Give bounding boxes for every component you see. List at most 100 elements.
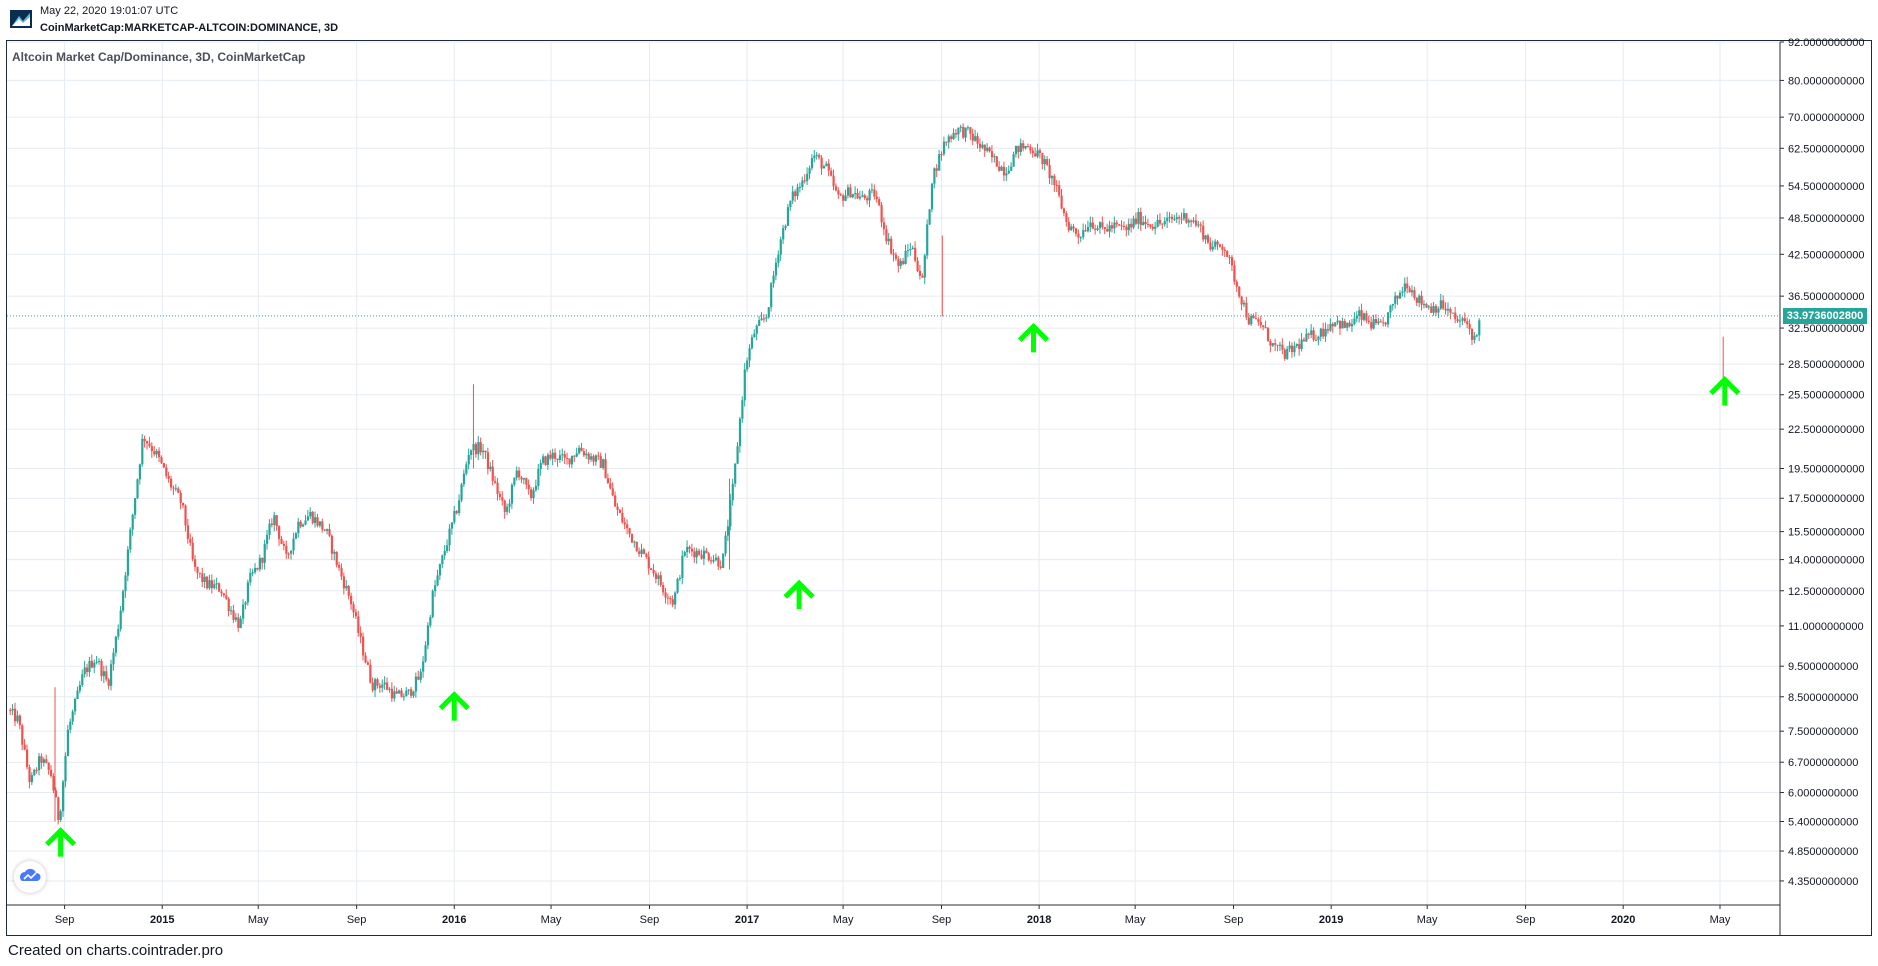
candle-body [220, 591, 223, 594]
candle-down [1060, 189, 1063, 210]
candle-body [1206, 235, 1210, 243]
candle-up [326, 528, 329, 535]
candle-body [669, 597, 672, 600]
candle-up [734, 463, 737, 488]
candle-up [258, 554, 262, 572]
candle-body [710, 560, 713, 562]
candle-body [1274, 343, 1277, 345]
candle-body [1074, 228, 1078, 234]
y-tick-label: 8.5000000000 [1788, 692, 1858, 704]
candle-down [1058, 180, 1061, 198]
candle-body [693, 551, 696, 558]
candle-down [1233, 260, 1236, 285]
candle-body [650, 568, 653, 570]
candle-body [1286, 348, 1289, 359]
candle-up [858, 190, 862, 201]
candle-up [1324, 322, 1327, 342]
candle-body [724, 535, 727, 554]
candle-body [1353, 318, 1356, 324]
candle-body [1367, 320, 1370, 323]
candle-up [273, 511, 276, 532]
candle-body [1120, 225, 1123, 227]
candle-up [774, 257, 778, 281]
candle-down [1115, 220, 1118, 228]
candle-body [981, 144, 984, 148]
candle-body [515, 470, 518, 478]
candle-body [210, 580, 214, 589]
candle-up [302, 523, 305, 528]
candle-body [318, 521, 322, 526]
candle-body [342, 576, 346, 589]
time-axis[interactable]: Sep 2015 May Sep 2016 May Sep 2017 May Sep 2018 May… [55, 905, 1731, 926]
candle-down [1370, 316, 1373, 331]
candle-up [66, 725, 70, 757]
candle-body [568, 458, 571, 465]
tradingview-cloud-icon[interactable] [14, 861, 46, 893]
candle-body [880, 205, 883, 223]
candle-up [1132, 215, 1135, 230]
candle-down [182, 502, 185, 509]
candle-body [410, 689, 413, 696]
candle-body [297, 521, 300, 534]
candle-down [1470, 328, 1474, 346]
candle-body [1343, 321, 1346, 328]
candle-down [52, 773, 55, 794]
candle-body [969, 127, 972, 134]
candle-body [1437, 308, 1440, 313]
candle-down [1408, 285, 1411, 293]
candle-down [1084, 224, 1087, 232]
candle-body [398, 690, 401, 694]
candle-up [405, 686, 408, 697]
candle-body [522, 478, 526, 480]
y-tick-label: 80.0000000000 [1788, 75, 1864, 87]
x-tick-label: 2017 [735, 914, 759, 926]
candle-body [287, 553, 290, 555]
candle-body [1223, 249, 1226, 251]
candle-body [794, 191, 797, 197]
candle-body [844, 195, 847, 201]
candle-up [758, 315, 761, 327]
candle-down [1343, 318, 1346, 329]
candle-up [767, 306, 770, 319]
candle-down [611, 482, 614, 497]
candle-up [981, 141, 984, 150]
candle-down [35, 767, 38, 774]
x-tick-label: 2018 [1027, 914, 1051, 926]
candle-body [758, 320, 761, 326]
candle-body [1389, 305, 1392, 313]
candle-body [424, 645, 427, 662]
candle-up [904, 244, 907, 265]
candle-body [1478, 320, 1481, 336]
y-tick-label: 54.5000000000 [1788, 181, 1864, 193]
candle-body [335, 551, 338, 565]
candle-body [1384, 322, 1387, 325]
candle-body [1410, 290, 1414, 293]
candle-down [218, 582, 221, 593]
candle-body [208, 580, 211, 589]
candle-body [1322, 328, 1325, 337]
candle-up [460, 482, 463, 503]
price-chart[interactable]: 92.0000000000 80.0000000000 70.0000000000 6… [0, 0, 1878, 940]
chart-frame[interactable] [6, 40, 1872, 936]
candle-down [206, 575, 209, 590]
candle-down [1276, 344, 1279, 352]
candle-body [604, 459, 607, 479]
candle-up [736, 442, 739, 465]
candle-body [801, 180, 804, 187]
candle-body [316, 517, 319, 526]
candle-down [698, 548, 701, 556]
candle-down [863, 193, 866, 200]
candle-up [578, 445, 581, 455]
x-tick-label: 2015 [150, 914, 174, 926]
candle-body [1096, 228, 1099, 230]
candle-up [448, 524, 451, 552]
candle-up [234, 613, 238, 623]
candle-up [1242, 299, 1246, 307]
candle-body [491, 466, 494, 481]
candle-down [1022, 140, 1025, 152]
candle-down [220, 589, 223, 597]
candle-body [803, 180, 806, 182]
candle-down [1430, 303, 1433, 313]
price-axis[interactable]: 92.0000000000 80.0000000000 70.0000000000 6… [1780, 37, 1864, 888]
up-arrow-icon [45, 827, 77, 857]
